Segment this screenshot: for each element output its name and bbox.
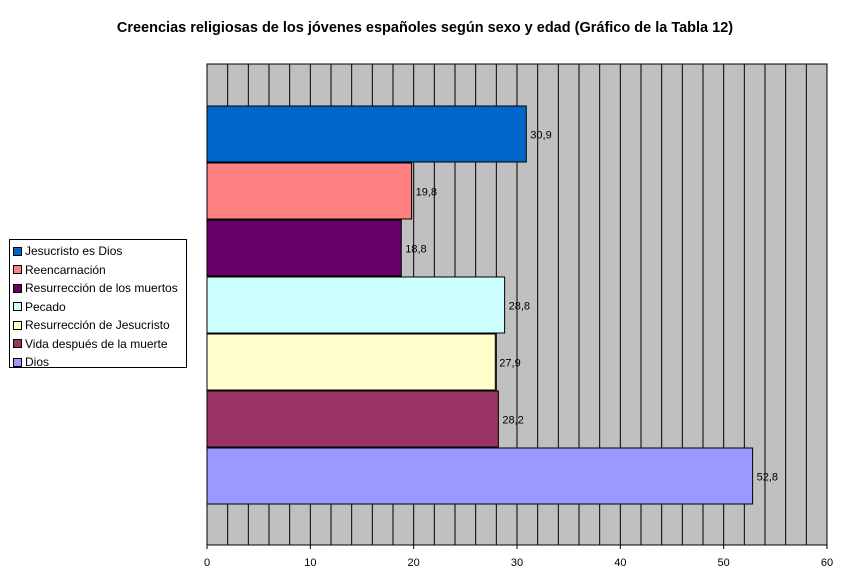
x-axis: 0 10 20 30 40 50 60 [204, 544, 833, 569]
legend-item: Resurrección de Jesucristo [13, 316, 186, 335]
x-tick-label: 60 [821, 557, 833, 569]
legend: Jesucristo es Dios Reencarnación Resurrecc… [9, 239, 187, 369]
legend-swatch [13, 302, 22, 312]
legend-item: Reencarnación [13, 261, 186, 280]
legend-item: Vida después de la muerte [13, 335, 186, 354]
bar-jesucristo-es-dios [206, 105, 527, 163]
bar-resurrección-de-los-muertos [206, 219, 402, 277]
bars [206, 105, 754, 505]
legend-label: Resurrección de los muertos [25, 281, 178, 296]
legend-swatch [13, 339, 22, 349]
chart-title: Creencias religiosas de los jóvenes espa… [116, 20, 734, 36]
legend-label: Jesucristo es Dios [25, 244, 123, 259]
bar-value-label: 19,8 [416, 187, 437, 199]
legend-swatch [13, 246, 22, 256]
legend-item: Pecado [13, 298, 186, 317]
bar-value-label: 52,8 [757, 472, 778, 484]
bar-resurrección-de-jesucristo [206, 333, 496, 391]
legend-item: Jesucristo es Dios [13, 242, 186, 261]
legend-label: Vida después de la muerte [25, 336, 168, 351]
bar-value-label: 27,9 [499, 358, 520, 370]
x-tick-label: 0 [204, 557, 210, 569]
legend-swatch [13, 320, 22, 330]
x-tick-label: 50 [718, 557, 730, 569]
legend-label: Reencarnación [25, 262, 106, 277]
x-tick-label: 20 [408, 557, 420, 569]
bar-pecado [206, 276, 506, 334]
legend-label: Dios [25, 355, 50, 370]
bar-reencarnación [206, 162, 413, 220]
x-tick-label: 40 [614, 557, 626, 569]
legend-item: Resurrección de los muertos [13, 279, 186, 298]
x-tick-label: 30 [511, 557, 523, 569]
bar-dios [206, 447, 754, 505]
bar-value-label: 28,8 [509, 301, 530, 313]
bar-value-label: 18,8 [405, 244, 426, 256]
bar-value-label: 30,9 [530, 130, 551, 142]
legend-swatch [13, 283, 22, 293]
legend-item: Dios [13, 353, 186, 372]
legend-label: Resurrección de Jesucristo [25, 318, 170, 333]
bar-vida-después-de-la-muerte [206, 390, 499, 448]
legend-label: Pecado [25, 299, 66, 314]
x-tick-label: 10 [304, 557, 316, 569]
legend-swatch [13, 265, 22, 275]
bar-value-labels: 30,9 19,8 18,8 28,8 27,9 28,2 52,8 [405, 130, 778, 484]
legend-swatch [13, 357, 22, 367]
bar-value-label: 28,2 [502, 415, 523, 427]
